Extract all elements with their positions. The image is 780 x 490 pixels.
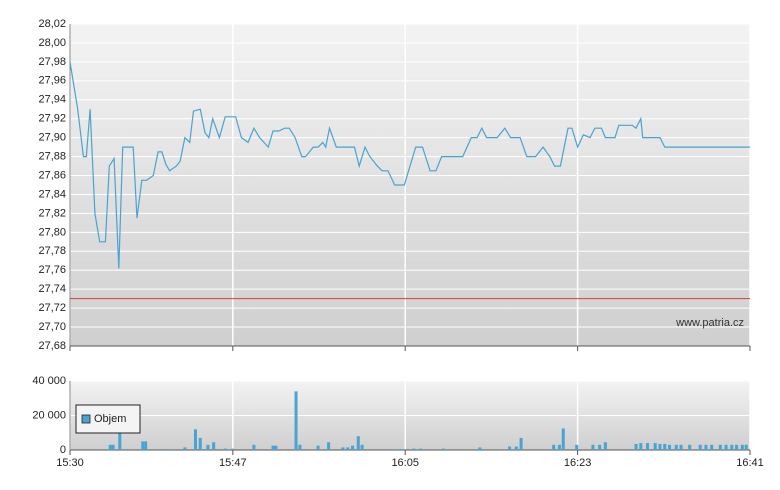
y-tick-label: 27,86 [38,169,66,181]
volume-bar [653,443,657,450]
volume-bar [400,449,404,450]
y-tick-label: 40 000 [32,375,66,387]
y-tick-label: 27,76 [38,264,66,276]
volume-bar [141,441,145,450]
volume-bar [442,448,446,450]
y-tick-label: 0 [60,444,66,456]
y-tick-label: 27,94 [38,94,66,106]
legend-swatch [81,414,91,424]
watermark: www.patria.cz [675,317,744,329]
volume-bar [561,428,565,450]
volume-bar [252,444,256,450]
volume-bar [514,446,518,450]
volume-bar [718,444,722,450]
volume-bar [193,429,197,450]
volume-bar [231,448,235,450]
volume-bar [351,445,355,450]
volume-bar [557,444,561,450]
y-tick-label: 28,02 [38,18,66,30]
volume-bar [183,447,187,450]
volume-bar [646,443,650,450]
legend-label: Objem [94,413,126,425]
volume-bar [552,444,556,450]
volume-bar [144,441,148,450]
y-tick-label: 20 000 [32,409,66,421]
y-tick-label: 27,82 [38,207,66,219]
volume-bar [603,442,607,450]
volume-bar [341,447,345,450]
volume-bar [639,443,643,450]
y-tick-label: 27,84 [38,188,66,200]
y-tick-label: 27,72 [38,302,66,314]
volume-bar [108,444,112,450]
volume-bar [294,391,298,450]
volume-bar [271,445,275,450]
volume-bar [735,444,739,450]
plot-background [70,24,750,346]
volume-bar [360,444,364,450]
y-tick-label: 27,80 [38,226,66,238]
y-tick-label: 27,68 [38,340,66,352]
volume-bar [394,449,398,450]
x-tick-label: 16:23 [564,457,592,469]
y-tick-label: 27,78 [38,245,66,257]
volume-bar [740,444,744,450]
x-tick-label: 15:47 [219,457,247,469]
volume-bar [316,445,320,450]
volume-bar [298,444,302,450]
y-tick-label: 27,70 [38,321,66,333]
x-tick-label: 16:05 [391,457,419,469]
volume-bar [724,444,728,450]
volume-bar [575,444,579,450]
y-tick-label: 27,98 [38,56,66,68]
volume-bar [598,444,602,450]
volume-bar [744,444,748,450]
volume-bar [346,447,350,450]
y-tick-label: 27,88 [38,150,66,162]
volume-bar [704,444,708,450]
volume-bar [668,444,672,450]
volume-bar [111,444,115,450]
volume-bar [274,445,278,450]
volume-bar [508,446,512,450]
volume-bar [591,444,595,450]
y-tick-label: 27,92 [38,113,66,125]
y-tick-label: 28,00 [38,37,66,49]
volume-bar [688,444,692,450]
volume-bar [419,448,423,450]
price-line [69,61,750,269]
volume-bar [170,449,174,450]
volume-bar [327,442,331,450]
volume-bar [674,444,678,450]
x-tick-label: 16:41 [736,457,764,469]
volume-bar [412,448,416,450]
volume-bar [212,442,216,450]
volume-bar [710,444,714,450]
volume-bar [478,447,482,450]
volume-bar [634,443,638,450]
volume-bar [679,444,683,450]
x-tick-label: 15:30 [56,457,84,469]
y-tick-label: 27,96 [38,75,66,87]
volume-bar [658,443,662,450]
volume-bar [206,444,210,450]
volume-bar [698,444,702,450]
volume-bar [730,444,734,450]
volume-bar [198,437,202,450]
y-tick-label: 27,74 [38,283,66,295]
volume-bar [519,437,523,450]
y-tick-label: 27,90 [38,132,66,144]
volume-bar [356,436,360,450]
volume-bar [663,443,667,450]
volume-bar [223,448,227,450]
